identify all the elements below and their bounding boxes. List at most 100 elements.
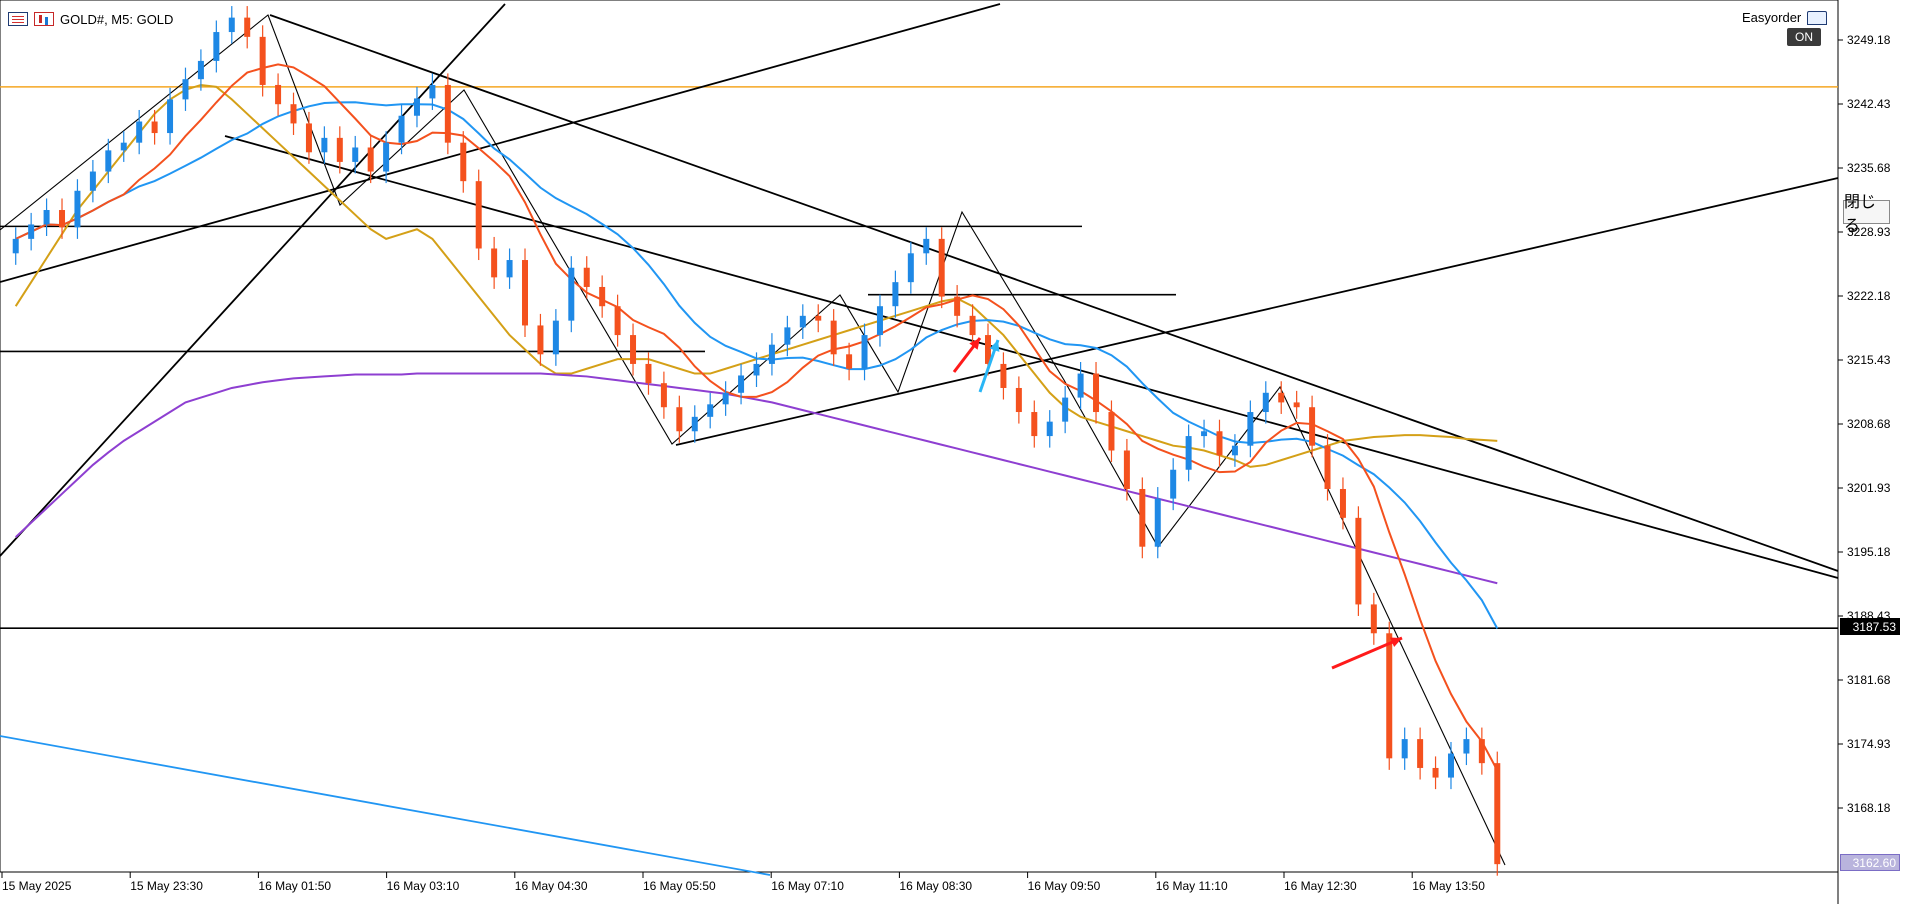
bull-candle	[1247, 412, 1254, 446]
bull-candle	[1401, 739, 1408, 759]
bull-candle	[506, 260, 513, 278]
bear-candle	[1031, 412, 1038, 437]
bear-candle	[1309, 407, 1316, 446]
bull-candle	[1201, 431, 1208, 437]
bear-candle	[660, 383, 667, 408]
easyorder-on-button[interactable]: ON	[1787, 28, 1821, 46]
bull-candle	[799, 315, 806, 328]
bull-candle	[398, 115, 405, 143]
easyorder-label: Easyorder	[1742, 10, 1802, 25]
bear-candle	[583, 267, 590, 287]
bull-candle	[876, 306, 883, 336]
bull-candle	[738, 375, 745, 393]
bull-candle	[43, 210, 50, 225]
trendline	[0, 3, 506, 557]
time-tick-label: 16 May 09:50	[1028, 879, 1101, 893]
bear-candle	[1000, 363, 1007, 388]
bear-candle	[444, 84, 451, 143]
trendline	[0, 3, 1001, 283]
time-tick-label: 16 May 07:10	[771, 879, 844, 893]
bear-candle	[846, 354, 853, 369]
bull-candle	[892, 282, 899, 307]
bull-candle	[1463, 739, 1470, 754]
bull-candle	[12, 238, 19, 254]
red-arrow	[1331, 636, 1403, 670]
bull-candle	[707, 404, 714, 417]
time-tick-label: 16 May 13:50	[1412, 879, 1485, 893]
bull-candle	[383, 142, 390, 172]
time-tick-label: 15 May 23:30	[130, 879, 203, 893]
bear-candle	[244, 17, 251, 37]
price-tick-label: 3222.18	[1847, 289, 1891, 303]
bear-candle	[1339, 488, 1346, 518]
time-tick-label: 15 May 2025	[2, 879, 72, 893]
bear-candle	[1293, 402, 1300, 408]
price-tick-label: 3235.68	[1847, 161, 1891, 175]
bull-candle	[568, 267, 575, 321]
bear-candle	[1123, 450, 1130, 489]
bear-candle	[984, 335, 991, 364]
bull-candle	[197, 60, 204, 80]
bear-candle	[1108, 412, 1115, 451]
time-tick-label: 16 May 12:30	[1284, 879, 1357, 893]
bull-candle	[552, 320, 559, 355]
symbol-label: GOLD#, M5: GOLD	[60, 11, 174, 27]
bull-candle	[691, 416, 698, 432]
bull-candle	[1185, 436, 1192, 470]
price-tick-label: 3215.43	[1847, 353, 1891, 367]
bear-candle	[151, 121, 158, 134]
price-tick-label: 3242.43	[1847, 97, 1891, 111]
trendline	[269, 14, 1839, 572]
bear-candle	[1278, 392, 1285, 403]
bull-candle	[1154, 498, 1161, 547]
bull-candle	[28, 224, 35, 239]
bear-candle	[815, 315, 822, 321]
bear-candle	[1386, 633, 1393, 759]
time-tick-label: 16 May 01:50	[258, 879, 331, 893]
bear-candle	[599, 286, 606, 307]
bear-candle	[830, 320, 837, 355]
price-tick-label: 3195.18	[1847, 545, 1891, 559]
time-tick-label: 16 May 08:30	[899, 879, 972, 893]
bear-candle	[336, 137, 343, 162]
bull-candle	[429, 84, 436, 99]
price-tick-label: 3228.93	[1847, 225, 1891, 239]
bear-candle	[969, 315, 976, 336]
chart-icon[interactable]	[34, 12, 54, 26]
bull-candle	[213, 32, 220, 61]
bear-candle	[1355, 517, 1362, 605]
bear-candle	[938, 238, 945, 297]
bear-candle	[275, 84, 282, 105]
price-tick-label: 3208.68	[1847, 417, 1891, 431]
bear-candle	[1478, 739, 1485, 764]
bear-candle	[537, 325, 544, 355]
bull-candle	[352, 147, 359, 162]
bear-candle	[290, 104, 297, 124]
price-tick-label: 3168.18	[1847, 801, 1891, 815]
close-button[interactable]: 閉じる	[1843, 194, 1890, 235]
price-tick-label: 3174.93	[1847, 737, 1891, 751]
bull-candle	[89, 171, 96, 191]
bear-candle	[305, 123, 312, 153]
bull-candle	[907, 253, 914, 283]
red-arrow-head	[969, 338, 980, 350]
bull-candle	[861, 335, 868, 369]
price-tick-label: 3201.93	[1847, 481, 1891, 495]
bear-candle	[59, 210, 66, 228]
zigzag-line	[0, 14, 1506, 866]
price-tick-label: 3181.68	[1847, 673, 1891, 687]
bear-candle	[676, 407, 683, 432]
blue-trendline	[0, 735, 771, 876]
bear-candle	[645, 363, 652, 384]
time-tick-label: 16 May 05:50	[643, 879, 716, 893]
bear-candle	[1324, 445, 1331, 489]
bull-candle	[182, 79, 189, 100]
menu-icon[interactable]	[8, 12, 28, 26]
bear-candle	[614, 306, 621, 336]
low-price-label: 3162.60	[1840, 854, 1900, 871]
bull-candle	[167, 99, 174, 134]
cyan-arrow-head	[989, 340, 1000, 352]
bear-candle	[491, 248, 498, 278]
